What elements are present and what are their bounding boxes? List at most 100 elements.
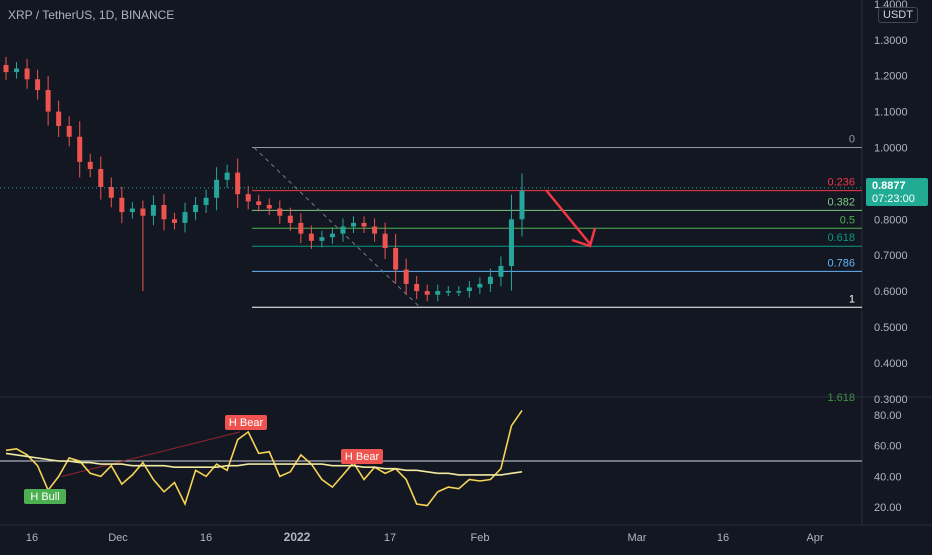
candle-body <box>45 90 51 112</box>
candle-body <box>403 269 409 284</box>
candle-body <box>235 172 241 195</box>
label-text: H Bear <box>345 451 380 463</box>
price-tick-label: 1.1000 <box>874 107 908 119</box>
chart-title: XRP / TetherUS, 1D, BINANCE <box>8 8 175 22</box>
candle-body <box>256 201 262 205</box>
arrow-head <box>571 227 597 248</box>
candle-body <box>266 204 272 209</box>
time-tick-label: 17 <box>384 532 396 544</box>
price-tick-label: 0.8000 <box>874 214 908 226</box>
last-price-badge: 0.8877 07:23:00 <box>866 178 928 206</box>
candle-body <box>508 219 514 266</box>
label-text: H Bull <box>30 491 59 503</box>
time-tick-label: 16 <box>717 532 729 544</box>
price-tick-label: 1.4000 <box>874 0 908 11</box>
price-tick-label: 0.6000 <box>874 286 908 298</box>
candle-body <box>382 233 388 249</box>
candle-body <box>445 291 451 293</box>
rsi-ma-line <box>5 452 523 476</box>
price-tick-label: 0.4000 <box>874 358 908 370</box>
candle-body <box>277 208 283 216</box>
candle-body <box>129 208 135 213</box>
candle-body <box>319 237 325 241</box>
candle-body <box>171 219 177 223</box>
time-tick-label: Mar <box>628 532 647 544</box>
candle-body <box>245 194 251 202</box>
time-tick-label: Feb <box>471 532 490 544</box>
axes: 1.40001.30001.20001.10001.00000.90000.80… <box>26 0 908 544</box>
candle-body <box>456 291 462 293</box>
candle-body <box>361 222 367 227</box>
price-tick-label: 0.3000 <box>874 394 908 406</box>
candle-body <box>466 287 472 292</box>
fib-level-label: 0.382 <box>827 196 855 208</box>
candle-body <box>14 68 20 73</box>
time-tick-label: 16 <box>26 532 38 544</box>
rsi-tick-label: 40.00 <box>874 471 902 483</box>
candle-body <box>340 226 346 234</box>
fib-level-label: 0.786 <box>827 257 855 269</box>
candle-body <box>98 169 104 187</box>
candle-body <box>287 215 293 223</box>
time-tick-label: Dec <box>108 532 128 544</box>
candle-body <box>308 233 314 241</box>
candle-body <box>119 197 125 213</box>
candle-body <box>393 248 399 270</box>
fibonacci-retracement: 0 0.236 0.382 0.5 0.618 0.786 1 1.618 <box>252 134 862 404</box>
rsi-tick-label: 60.00 <box>874 441 902 453</box>
price-tick-label: 1.3000 <box>874 35 908 47</box>
candle-body <box>424 291 430 295</box>
fib-trend-line <box>253 147 421 308</box>
fib-level-label: 0.618 <box>827 232 855 244</box>
candle-body <box>56 111 62 126</box>
candle-body <box>140 208 146 216</box>
candle-body <box>3 64 9 73</box>
fib-level-label: 0 <box>849 134 855 146</box>
candle-body <box>35 79 41 91</box>
divergence-label: H Bull <box>24 489 66 504</box>
currency-button[interactable]: USDT <box>878 7 918 23</box>
candle-body <box>487 276 493 284</box>
short-arrow <box>545 189 597 248</box>
candle-body <box>224 172 230 180</box>
candle-body <box>182 212 188 223</box>
fib-level-label: 0.236 <box>827 177 855 189</box>
fib-level-label: 1 <box>849 293 855 305</box>
grid <box>0 0 932 526</box>
candle-body <box>193 204 199 213</box>
divergence-label: H Bear <box>341 449 383 464</box>
candle-body <box>329 233 335 238</box>
label-bg <box>341 449 383 464</box>
price-tick-label: 1.0000 <box>874 143 908 155</box>
last-price: 0.8877 <box>872 180 906 192</box>
label-bg <box>225 415 267 430</box>
candle-body <box>108 186 114 198</box>
candle-body <box>161 204 167 220</box>
candle-body <box>477 283 483 288</box>
candle-body <box>298 222 304 234</box>
candle-body <box>372 226 378 234</box>
time-tick-label: Apr <box>806 532 823 544</box>
divergence-label: H Bear <box>225 415 267 430</box>
candle-body <box>214 179 220 198</box>
rsi-tick-label: 20.00 <box>874 502 902 514</box>
price-tick-label: 1.2000 <box>874 71 908 83</box>
candle-body <box>414 283 420 292</box>
candle-body <box>203 197 209 205</box>
overlays <box>0 187 862 248</box>
arrow-shaft <box>545 189 591 245</box>
candle-body <box>66 125 72 137</box>
fib-level-label: 0.5 <box>840 214 855 226</box>
divergence-line <box>61 431 241 477</box>
fib-level-label: 1.618 <box>827 392 855 404</box>
candle-body <box>435 291 441 295</box>
candle-body <box>24 68 30 80</box>
rsi-panel: H Bear H Bear H Bull <box>0 409 862 507</box>
label-bg <box>24 489 66 504</box>
rsi-tick-label: 80.00 <box>874 410 902 422</box>
candle-body <box>351 222 357 227</box>
candle-body <box>150 204 156 216</box>
candle-body <box>519 190 525 220</box>
